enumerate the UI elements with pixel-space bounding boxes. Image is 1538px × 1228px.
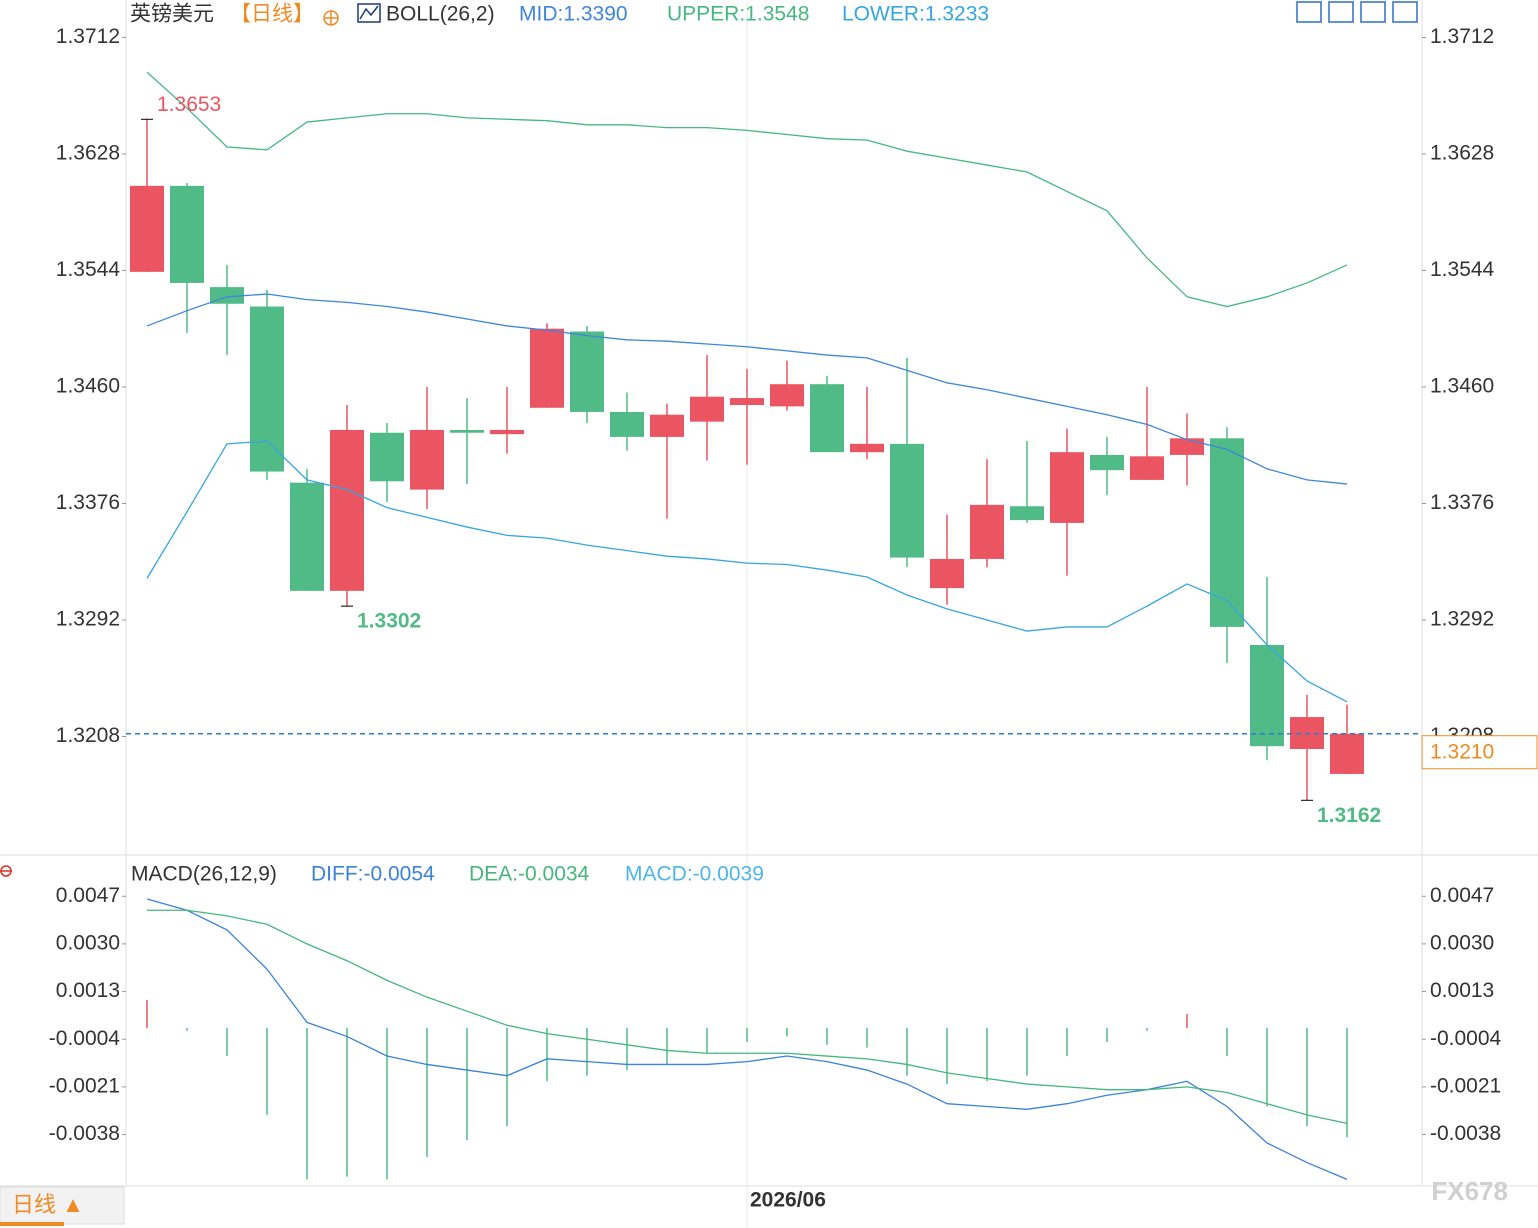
settings-icon[interactable] (323, 10, 339, 26)
y-tick-label: 1.3544 (56, 258, 121, 281)
y-tick-label-right: -0.0004 (1430, 1027, 1502, 1050)
toolbar-icons[interactable] (1296, 1, 1418, 23)
candle-body (1050, 452, 1084, 523)
plot: 2026/06 1.3712 1.3712 1.3628 1.3628 1.3544 1.3… (49, 0, 1538, 1228)
y-tick-label-right: 0.0047 (1430, 884, 1494, 907)
candle-body (1210, 438, 1244, 627)
y-tick-label-right: 1.3544 (1430, 258, 1495, 281)
watermark: FX678 (1431, 1176, 1508, 1206)
y-tick-label-right: 0.0013 (1430, 979, 1494, 1002)
legend-entry: DIFF:-0.0054 (311, 863, 435, 886)
y-tick-label-right: 0.0030 (1430, 931, 1494, 954)
candle-body (1010, 506, 1044, 521)
candle-body (890, 443, 924, 558)
high-label: 1.3653 (157, 93, 221, 116)
y-tick-label: 1.3376 (56, 491, 120, 514)
y-tick-label-right: 1.3460 (1430, 375, 1494, 398)
macd-title: MACD(26,12,9) (131, 863, 277, 886)
candle-body (410, 429, 444, 490)
candle-body (930, 558, 964, 589)
candle-body (290, 482, 324, 591)
candle-body (1250, 644, 1284, 747)
y-tick-label: -0.0038 (49, 1122, 120, 1145)
low-label: 1.3162 (1317, 804, 1381, 827)
y-tick-label-right: 1.3712 (1430, 25, 1494, 48)
y-tick-label: 1.3460 (56, 375, 120, 398)
candle-body (130, 185, 164, 272)
boll-line (146, 293, 1348, 485)
legend-entry: MACD:-0.0039 (625, 863, 764, 886)
last-price-label: 1.3210 (1430, 740, 1494, 763)
y-tick-label-right: 1.3628 (1430, 142, 1494, 165)
y-tick-label: 1.3712 (56, 25, 120, 48)
candle-body (690, 396, 724, 422)
period-label: 【日线】 (230, 3, 314, 26)
candle-body (850, 443, 884, 453)
candle-body (370, 432, 404, 482)
boll-line (146, 71, 1348, 308)
low-label: 1.3302 (357, 610, 421, 633)
last-price-box (1421, 735, 1538, 770)
indicator-icon[interactable] (357, 3, 381, 23)
y-tick-label-right: 1.3292 (1430, 608, 1494, 631)
candle-body (1090, 454, 1124, 471)
macd-icon (0, 865, 12, 877)
y-tick-label: 1.3208 (56, 724, 120, 747)
candle-body (330, 429, 364, 591)
candle-body (490, 429, 524, 435)
candle-body (610, 411, 644, 437)
candle-body (970, 504, 1004, 559)
candle-body (530, 328, 564, 408)
boll-line (146, 440, 1348, 703)
y-tick-label: -0.0004 (49, 1027, 121, 1050)
macd-line (147, 909, 1348, 1124)
period-button-label[interactable]: 日线 ▲ (12, 1192, 84, 1217)
candle-body (170, 185, 204, 283)
legend-entry: UPPER:1.3548 (667, 3, 809, 26)
y-tick-label-right: -0.0021 (1430, 1074, 1501, 1097)
legend-entry: LOWER:1.3233 (842, 3, 989, 26)
legend-entry: DEA:-0.0034 (469, 863, 590, 886)
y-tick-label-right: -0.0038 (1430, 1122, 1501, 1145)
y-tick-label: 0.0047 (56, 884, 120, 907)
candle-body (1330, 733, 1364, 774)
candle-body (730, 398, 764, 406)
candle-body (770, 384, 804, 407)
y-tick-label: 0.0013 (56, 979, 120, 1002)
candle-body (450, 429, 484, 433)
period-button[interactable]: 日线 ▲ (0, 1186, 125, 1226)
y-tick-label-right: 1.3376 (1430, 491, 1494, 514)
y-tick-label: 1.3628 (56, 142, 120, 165)
indicator-label: BOLL(26,2) (386, 3, 495, 26)
y-tick-label: -0.0021 (49, 1074, 120, 1097)
candle-body (1130, 456, 1164, 480)
y-tick-label: 1.3292 (56, 608, 120, 631)
chart-title: 英镑美元 (130, 3, 214, 26)
candle-body (1170, 438, 1204, 455)
candle-body (250, 306, 284, 472)
candle-body (650, 414, 684, 437)
candle-body (810, 384, 844, 453)
legend-entry: MID:1.3390 (519, 3, 628, 26)
x-tick-label: 2026/06 (750, 1189, 826, 1212)
y-tick-label: 0.0030 (56, 931, 120, 954)
candle-body (570, 331, 604, 412)
